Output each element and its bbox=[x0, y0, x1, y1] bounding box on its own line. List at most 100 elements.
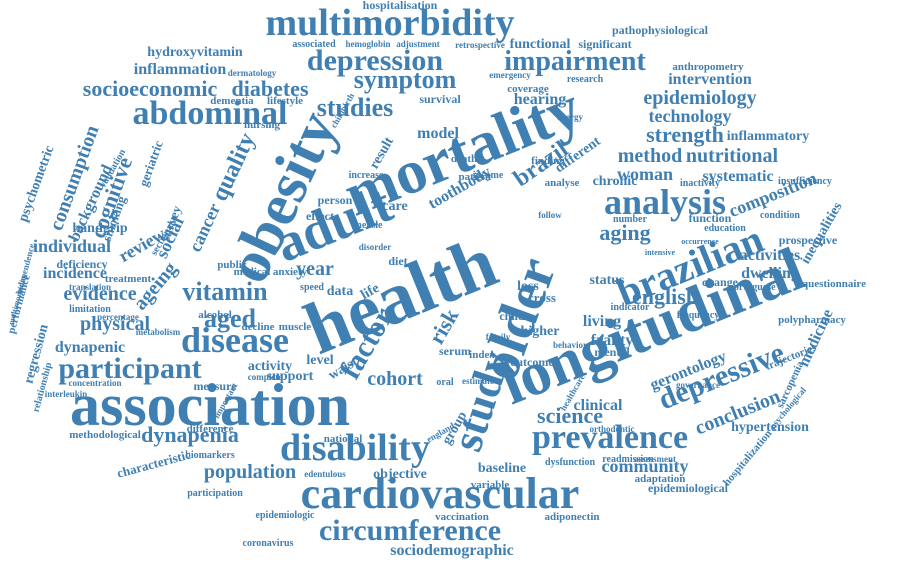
word: model bbox=[417, 125, 459, 142]
word: dynapenic bbox=[55, 339, 125, 356]
word: decline bbox=[242, 321, 275, 333]
word: technology bbox=[649, 106, 732, 126]
word: survival bbox=[419, 92, 461, 106]
word: epidemiology bbox=[643, 87, 756, 109]
word: prevalence bbox=[532, 419, 688, 456]
word: oral bbox=[436, 377, 453, 388]
word: level bbox=[306, 353, 333, 368]
word: woman bbox=[617, 164, 673, 184]
word: characteristic bbox=[115, 447, 192, 481]
word: mental bbox=[594, 345, 630, 359]
word: diet bbox=[388, 254, 407, 268]
word: inflammation bbox=[134, 61, 227, 78]
word: living bbox=[583, 313, 621, 330]
word: strength bbox=[646, 122, 724, 147]
word: intensive bbox=[645, 248, 676, 257]
word: community bbox=[602, 456, 689, 476]
word: behavior bbox=[553, 340, 587, 350]
word: status bbox=[589, 273, 625, 288]
word: questionnaire bbox=[802, 278, 866, 290]
word: method bbox=[618, 145, 682, 167]
word: association bbox=[70, 372, 350, 438]
word: care bbox=[382, 199, 407, 214]
word: disability bbox=[280, 427, 430, 469]
word: polypharmacy bbox=[778, 314, 846, 326]
word: frequency bbox=[677, 310, 720, 321]
word: treatment bbox=[105, 273, 152, 285]
word: sociodemographic bbox=[390, 542, 514, 559]
word: pathophysiological bbox=[612, 23, 709, 37]
word: change bbox=[702, 275, 739, 289]
word: edentulous bbox=[304, 469, 346, 479]
word: year bbox=[296, 258, 334, 280]
word: coverage bbox=[507, 83, 549, 95]
word: effect bbox=[306, 209, 334, 223]
word: hypertension bbox=[731, 420, 809, 435]
word: measure bbox=[193, 379, 237, 393]
word: disorder bbox=[359, 242, 392, 252]
word: dermatology bbox=[228, 68, 277, 78]
word: complete bbox=[248, 372, 282, 382]
word: baseline bbox=[478, 461, 526, 476]
word: cohort bbox=[367, 368, 423, 390]
word: inflammatory bbox=[727, 129, 809, 144]
word: circumference bbox=[319, 514, 501, 547]
word: variable bbox=[471, 479, 510, 491]
word: loss bbox=[517, 279, 539, 294]
word: follow bbox=[538, 210, 562, 220]
word: limitation bbox=[69, 304, 111, 315]
word: chronic bbox=[593, 174, 638, 189]
word: adiponectin bbox=[544, 511, 599, 523]
word: nutritional bbox=[686, 145, 779, 167]
word: emergency bbox=[489, 70, 531, 80]
word: higher bbox=[521, 324, 560, 339]
word: translation bbox=[69, 282, 111, 292]
word: biomarkers bbox=[185, 450, 235, 461]
word: frailty bbox=[591, 332, 634, 349]
word: number bbox=[613, 214, 647, 225]
word: hemoglobin bbox=[345, 39, 390, 49]
word: depression bbox=[307, 44, 443, 77]
word: cardiovascular bbox=[301, 469, 580, 518]
word: index bbox=[469, 349, 495, 361]
word: intervention bbox=[668, 71, 752, 88]
word: person bbox=[318, 193, 353, 207]
word: alcohol bbox=[198, 309, 232, 321]
word: anxiety bbox=[273, 266, 308, 278]
word: inactivity bbox=[680, 178, 720, 189]
word: data bbox=[327, 284, 353, 299]
word: orthodontic bbox=[590, 424, 635, 434]
word: geriatric bbox=[136, 138, 166, 188]
word: hospitalisation bbox=[363, 0, 438, 12]
word: governance bbox=[676, 380, 720, 390]
word: impairment bbox=[504, 46, 646, 77]
word: national bbox=[324, 433, 363, 445]
word: percentage bbox=[97, 312, 139, 322]
word: activity bbox=[248, 359, 292, 374]
word: science bbox=[537, 403, 603, 428]
word: increase bbox=[349, 170, 384, 181]
word: aging bbox=[599, 220, 650, 245]
word: difference bbox=[187, 423, 234, 435]
word: activities bbox=[740, 247, 800, 264]
word: adjustment bbox=[396, 39, 440, 49]
word: vaccination bbox=[435, 511, 489, 523]
word: methodological bbox=[69, 429, 141, 441]
word: public bbox=[217, 259, 246, 271]
word: evidence bbox=[63, 283, 136, 305]
word: outcome bbox=[510, 355, 554, 369]
word: income bbox=[473, 170, 504, 181]
word: dementia bbox=[210, 95, 254, 107]
word: readmission bbox=[602, 454, 654, 465]
word: hearing bbox=[514, 91, 566, 108]
word: population bbox=[204, 461, 296, 483]
word: measle bbox=[354, 220, 383, 231]
word: lifestyle bbox=[267, 95, 303, 107]
word: assessment bbox=[634, 454, 676, 464]
word: vitamin bbox=[182, 277, 268, 306]
word: cross bbox=[528, 290, 556, 305]
word: research bbox=[567, 74, 604, 85]
word: hydroxyvitamin bbox=[147, 45, 243, 60]
word: coronavirus bbox=[243, 538, 294, 549]
word: participant bbox=[58, 352, 201, 385]
